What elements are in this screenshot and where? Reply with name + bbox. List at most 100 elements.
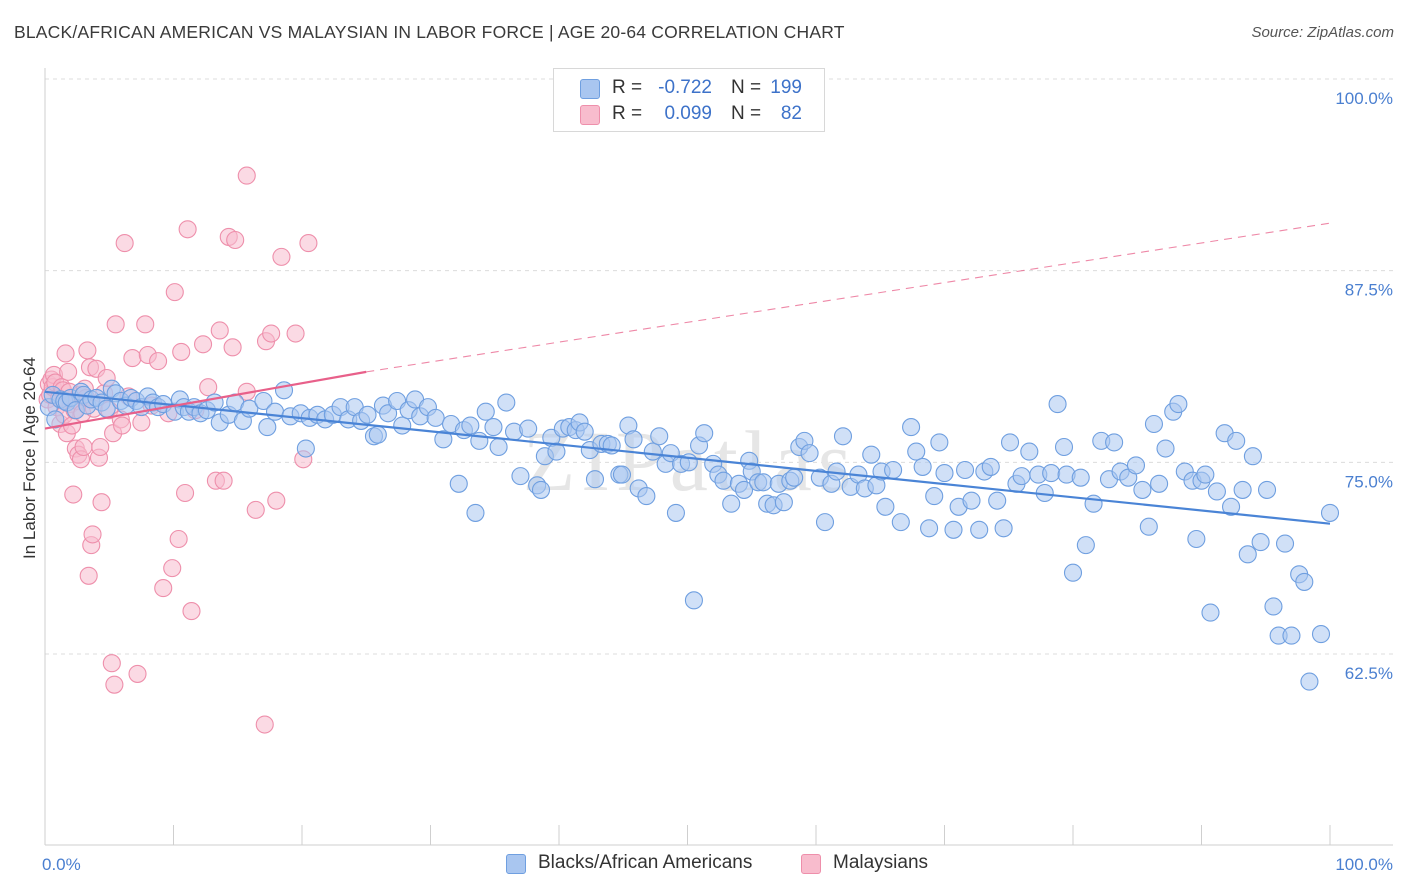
data-point-malaysians (102, 654, 121, 673)
data-point-blacks (722, 494, 741, 513)
trend-line-blacks (44, 390, 1331, 525)
data-point-malaysians (182, 602, 201, 621)
legend-r-value: -0.722 (658, 77, 712, 98)
data-point-blacks (815, 513, 835, 532)
data-point-malaysians (165, 283, 184, 302)
data-point-malaysians (59, 362, 78, 381)
data-point-blacks (1054, 437, 1074, 457)
data-point-blacks (1300, 672, 1319, 691)
data-point-blacks (902, 418, 921, 437)
legend-r-label: R = (612, 103, 643, 124)
data-point-blacks (484, 418, 503, 437)
data-point-malaysians (214, 471, 233, 490)
data-point-malaysians (132, 413, 151, 432)
data-point-malaysians (172, 342, 191, 361)
data-point-blacks (258, 418, 277, 437)
legend-n-value: 82 (780, 103, 802, 124)
data-point-blacks (1311, 625, 1331, 644)
data-point-blacks (1000, 433, 1020, 452)
data-point-blacks (1076, 536, 1095, 555)
malaysians-points (38, 166, 318, 734)
data-point-blacks (1105, 433, 1124, 452)
y-tick-labels: 62.5% 75.0% 87.5% 100.0% (1335, 89, 1393, 683)
bottom-legend-swatch-malaysians (801, 854, 821, 874)
data-point-blacks (1295, 572, 1314, 591)
data-point-malaysians (194, 335, 213, 354)
data-point-blacks (1243, 447, 1262, 466)
data-point-blacks (358, 405, 377, 424)
bottom-legend-label-malaysians: Malaysians (833, 852, 929, 873)
data-point-blacks (930, 433, 949, 452)
data-point-blacks (935, 464, 954, 483)
y-tick-label: 87.5% (1345, 281, 1393, 300)
data-point-blacks (1187, 529, 1206, 549)
bottom-legend-label-blacks: Blacks/African Americans (538, 852, 753, 873)
data-point-malaysians (246, 500, 265, 519)
source-label: Source: ZipAtlas.com (1251, 24, 1394, 41)
data-point-malaysians (299, 234, 318, 253)
data-point-malaysians (178, 220, 197, 239)
trend-line-malaysians-extrapolated (366, 222, 1331, 373)
data-point-blacks (449, 474, 468, 493)
data-point-blacks (1063, 563, 1083, 582)
data-point-malaysians (163, 559, 182, 578)
data-point-blacks (1139, 517, 1158, 536)
data-point-malaysians (154, 579, 173, 598)
data-point-blacks (876, 497, 895, 516)
data-point-malaysians (237, 166, 256, 185)
data-point-malaysians (169, 529, 188, 549)
data-point-malaysians (176, 483, 195, 503)
data-point-blacks (907, 442, 926, 461)
data-point-blacks (637, 487, 656, 506)
y-tick-label: 100.0% (1335, 89, 1393, 108)
data-point-blacks (734, 480, 754, 499)
data-point-blacks (1207, 482, 1226, 501)
data-point-malaysians (106, 315, 125, 334)
data-point-blacks (650, 427, 669, 446)
axes (44, 68, 1393, 846)
x-tick-label-min: 0.0% (42, 855, 81, 874)
data-point-blacks (585, 470, 605, 489)
data-point-blacks (426, 408, 445, 427)
data-point-blacks (1233, 480, 1252, 499)
data-point-malaysians (123, 349, 142, 368)
legend-n-value: 199 (770, 77, 802, 98)
data-point-malaysians (199, 378, 218, 397)
trend-line-malaysians (44, 370, 367, 430)
legend-swatch-blacks (580, 79, 600, 99)
x-tick-labels: 0.0% 100.0% (42, 855, 1393, 874)
grid-lines (45, 78, 1393, 655)
data-point-malaysians (255, 715, 274, 734)
data-point-blacks (547, 442, 566, 461)
legend-row-blacks: R = -0.722 N = 199 (554, 76, 824, 102)
data-point-blacks (962, 491, 981, 510)
data-point-blacks (368, 425, 387, 444)
data-point-blacks (891, 513, 910, 532)
legend-r-label: R = (612, 77, 643, 98)
data-point-malaysians (113, 416, 132, 435)
data-point-malaysians (56, 344, 75, 363)
data-point-blacks (994, 519, 1013, 538)
legend-swatch-malaysians (580, 105, 600, 125)
data-point-blacks (624, 430, 643, 449)
data-point-blacks (833, 427, 853, 446)
data-point-malaysians (83, 525, 102, 544)
data-point-blacks (1144, 414, 1164, 434)
y-axis-label: In Labor Force | Age 20-64 (20, 357, 39, 559)
data-point-blacks (296, 439, 315, 458)
data-point-blacks (1320, 503, 1340, 522)
data-point-blacks (511, 467, 530, 486)
legend-row-malaysians: R = 0.099 N = 82 (554, 102, 824, 128)
data-point-blacks (379, 404, 398, 423)
data-point-blacks (988, 491, 1007, 510)
data-point-blacks (393, 416, 412, 435)
data-point-blacks (1196, 465, 1215, 484)
data-point-blacks (1071, 468, 1090, 487)
data-point-blacks (1048, 395, 1067, 414)
data-point-blacks (956, 460, 975, 480)
data-point-malaysians (92, 493, 111, 512)
data-point-malaysians (128, 664, 147, 683)
x-tick-label-max: 100.0% (1335, 855, 1393, 874)
data-point-blacks (714, 471, 733, 490)
